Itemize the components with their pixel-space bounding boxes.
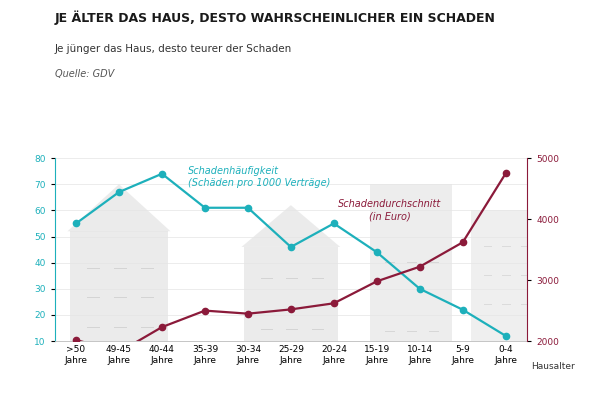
- Polygon shape: [261, 278, 273, 279]
- Polygon shape: [311, 304, 324, 305]
- Text: Schadendurchschnitt
(in Euro): Schadendurchschnitt (in Euro): [338, 199, 441, 221]
- Text: Quelle: GDV: Quelle: GDV: [55, 69, 114, 79]
- Polygon shape: [521, 275, 529, 276]
- Polygon shape: [311, 278, 324, 279]
- Polygon shape: [114, 268, 127, 269]
- Polygon shape: [407, 331, 417, 332]
- Polygon shape: [484, 304, 492, 305]
- Polygon shape: [370, 184, 452, 341]
- Polygon shape: [70, 231, 168, 341]
- Polygon shape: [385, 331, 395, 332]
- Polygon shape: [286, 278, 298, 279]
- Polygon shape: [502, 304, 510, 305]
- Polygon shape: [244, 247, 338, 341]
- Polygon shape: [502, 275, 510, 276]
- Polygon shape: [67, 184, 170, 231]
- Polygon shape: [429, 331, 439, 332]
- Text: JE ÄLTER DAS HAUS, DESTO WAHRSCHEINLICHER EIN SCHADEN: JE ÄLTER DAS HAUS, DESTO WAHRSCHEINLICHE…: [55, 10, 496, 25]
- Text: Je jünger das Haus, desto teurer der Schaden: Je jünger das Haus, desto teurer der Sch…: [55, 44, 292, 54]
- Polygon shape: [471, 210, 540, 341]
- Polygon shape: [484, 275, 492, 276]
- Polygon shape: [502, 246, 510, 247]
- Polygon shape: [521, 304, 529, 305]
- Polygon shape: [114, 297, 127, 298]
- Polygon shape: [241, 205, 341, 247]
- Polygon shape: [261, 304, 273, 305]
- Polygon shape: [141, 268, 153, 269]
- Polygon shape: [311, 329, 324, 330]
- Polygon shape: [87, 327, 100, 328]
- Text: Schadenhäufigkeit
(Schäden pro 1000 Verträge): Schadenhäufigkeit (Schäden pro 1000 Vert…: [188, 166, 330, 188]
- Polygon shape: [286, 329, 298, 330]
- Polygon shape: [286, 304, 298, 305]
- Polygon shape: [141, 327, 153, 328]
- Polygon shape: [521, 246, 529, 247]
- Polygon shape: [141, 297, 153, 298]
- Text: Hausalter: Hausalter: [531, 362, 575, 371]
- Polygon shape: [261, 329, 273, 330]
- Polygon shape: [87, 297, 100, 298]
- Polygon shape: [114, 327, 127, 328]
- Polygon shape: [87, 268, 100, 269]
- Polygon shape: [484, 246, 492, 247]
